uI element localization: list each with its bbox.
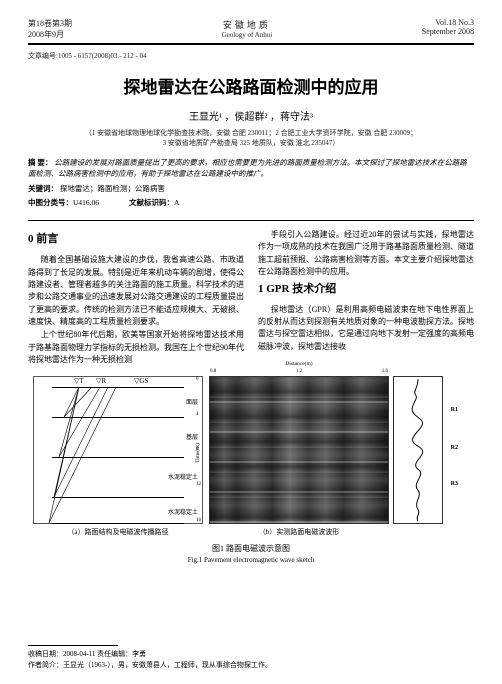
article-title: 探地雷达在公路路面检测中的应用 [28, 73, 474, 98]
subfigure-b: Distance(m) 0.81.21.6 Time(ns) 0481216 （… [209, 376, 469, 537]
section-1-heading: 1 GPR 技术介绍 [258, 281, 474, 298]
classification-row: 中图分类号：U416.06 文献标识码：A [28, 197, 474, 208]
ray-paths [34, 377, 202, 523]
body-paragraph: 手段引入公路建设。经过近20年的尝试与实践，探地雷达作为一项成熟的技术在我国广泛… [258, 229, 474, 279]
keywords: 关键词： 探地雷达；路面检测；公路病害 [28, 183, 474, 194]
keywords-text: 探地雷达；路面检测；公路病害 [60, 184, 165, 193]
body-paragraph: 探地雷达（GPR）是利用高频电磁波束在地下电性界面上的反射从而达到探测有关地质对… [258, 304, 474, 354]
subfigure-a: ▽T ▽R ▽GS 面层 基层 水泥稳定土 水泥稳定土 （a）路面 [33, 376, 203, 537]
vol-en: Vol.18 No.3 [422, 18, 474, 27]
radargram-image: Distance(m) 0.81.21.6 Time(ns) 0481216 [209, 376, 389, 524]
page-header: 第18卷第3期 2008年9月 安徽地质 Geology of Anhui Vo… [28, 18, 474, 40]
body-paragraph: 上个世纪80年代后期，欧美等国家开始将探地雷达技术用于路基路面物理力学指标的无损… [28, 329, 244, 366]
figure-caption-en: Fig.1 Pavement electromagnetic wave sket… [28, 556, 474, 564]
header-rule [28, 43, 474, 45]
journal-cn: 安徽地质 [72, 18, 422, 31]
pavement-diagram: ▽T ▽R ▽GS 面层 基层 水泥稳定土 水泥稳定土 [33, 376, 203, 524]
abstract-text: 公路建设的发展对路面质量提出了更高的要求，相应也需要更为先进的路面质量检测方法。… [28, 158, 467, 178]
radar-yticks: 0481216 [196, 377, 201, 523]
affiliations: （1 安徽省地球物理地球化学勘查技术院，安徽 合肥 230011；2 合肥工业大… [28, 129, 474, 149]
subfig-a-caption: （a）路面结构及电磁波传播路径 [33, 527, 203, 537]
body-paragraph: 随着全国基础设施大建设的步伐，我省高速公路、市政道路得到了长足的发展。特别是近年… [28, 254, 244, 328]
footer: 收稿日期：2008-04-11 责任编辑：李勇 作者简介：王显光（1963-），… [28, 645, 474, 670]
abstract-rule [28, 220, 474, 221]
date-cn: 2008年9月 [28, 29, 72, 40]
keywords-label: 关键词： [28, 184, 58, 193]
radar-xticks: 0.81.21.6 [210, 369, 388, 374]
figure-caption-cn: 图1 路面电磁波示意图 [28, 543, 474, 554]
volume-issue: 第18卷第3期 [28, 18, 72, 29]
date-en: September 2008 [422, 27, 474, 36]
trace-plot: R1 R2 R3 [393, 376, 443, 524]
journal-en: Geology of Anhui [72, 31, 422, 39]
section-0-heading: 0 前言 [28, 231, 244, 248]
figure-1: ▽T ▽R ▽GS 面层 基层 水泥稳定土 水泥稳定土 （a）路面 [28, 376, 474, 564]
author-bio: 作者简介：王显光（1963-），男，安徽萧县人，工程师，现从事综合物探工作。 [28, 660, 474, 671]
article-id: 文章编号:1005 - 6157(2008)03 - 212 - 04 [28, 51, 474, 61]
authors: 王显光¹ ，侯超群² ，蒋守法³ [28, 108, 474, 123]
body-columns: 0 前言 随着全国基础设施大建设的步伐，我省高速公路、市政道路得到了长足的发展。… [28, 229, 474, 368]
received-date: 收稿日期：2008-04-11 责任编辑：李勇 [28, 649, 474, 660]
abstract: 摘 要： 公路建设的发展对路面质量提出了更高的要求，相应也需要更为先进的路面质量… [28, 157, 474, 180]
left-column: 0 前言 随着全国基础设施大建设的步伐，我省高速公路、市政道路得到了长足的发展。… [28, 229, 244, 368]
subfig-b-caption: （b）实测路面电磁波波形 [209, 527, 389, 537]
right-column: 手段引入公路建设。经过近20年的尝试与实践，探地雷达作为一项成熟的技术在我国广泛… [258, 229, 474, 368]
abstract-label: 摘 要： [28, 158, 52, 167]
